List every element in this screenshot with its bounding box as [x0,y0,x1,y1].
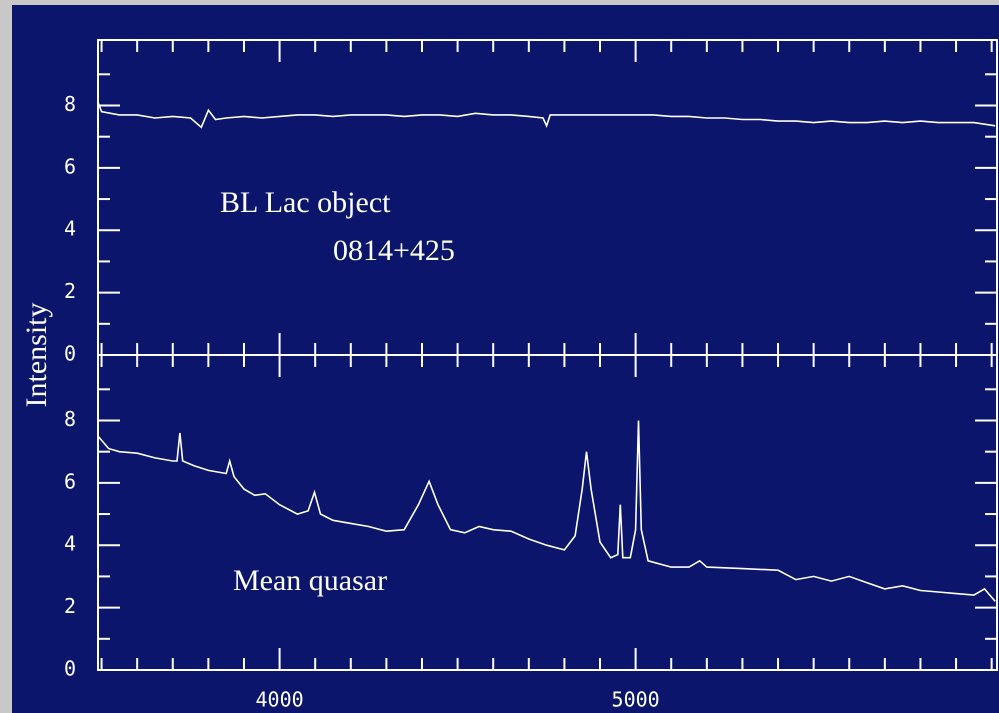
y-tick-label: 6 [64,154,76,178]
spectrum-line [97,420,996,602]
x-tick-label: 4000 [255,688,303,712]
y-tick-label: 0 [64,657,76,681]
annotation: Mean quasar [233,564,387,597]
y-tick-label: 2 [64,279,76,303]
y-tick-label: 4 [64,217,76,241]
background [12,5,999,713]
y-tick-label: 2 [64,594,76,618]
y-tick-label: 6 [64,469,76,493]
plot-frame [97,354,998,671]
y-tick-label: 8 [64,92,76,116]
y-tick-label: 0 [64,342,76,366]
spectrum-line [97,102,996,129]
y-axis-label: Intensity [20,303,53,408]
x-tick-label: 5000 [612,688,660,712]
annotation: 0814+425 [333,234,455,267]
y-tick-label: 4 [64,532,76,556]
annotation: BL Lac object [220,186,391,219]
y-tick-label: 8 [64,407,76,431]
